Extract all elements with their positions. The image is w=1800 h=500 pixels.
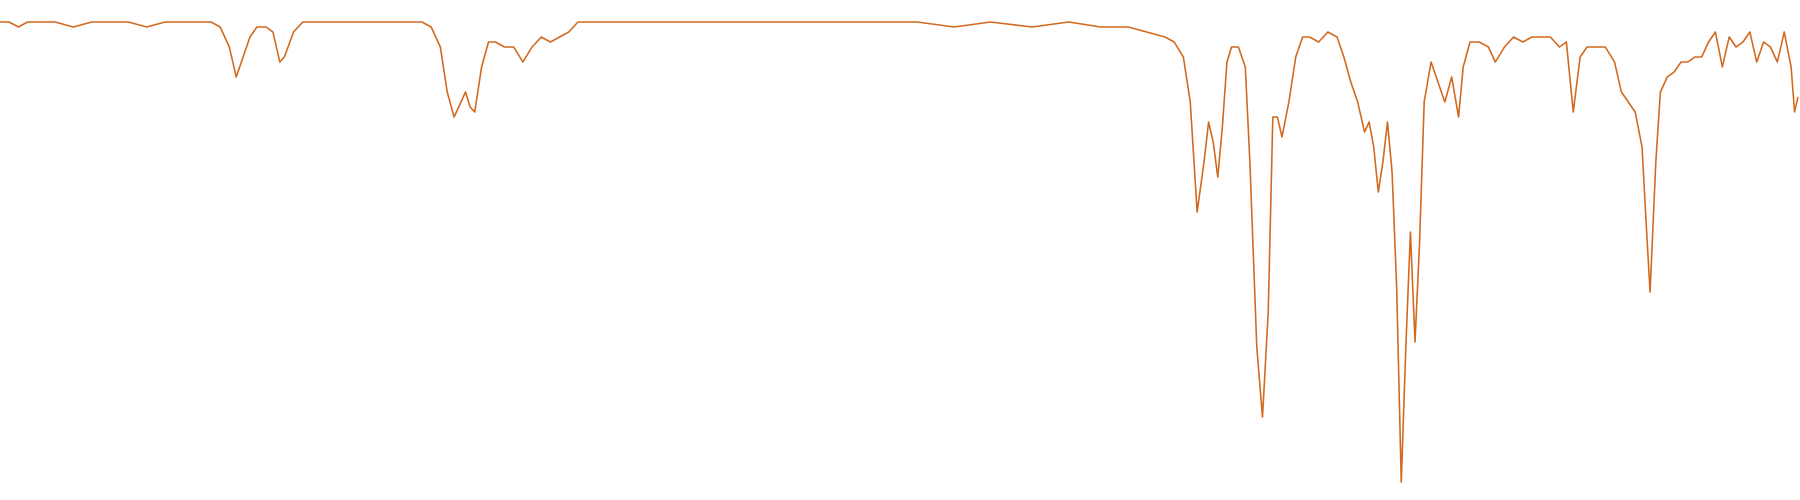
spectrum-line xyxy=(0,21,1799,483)
